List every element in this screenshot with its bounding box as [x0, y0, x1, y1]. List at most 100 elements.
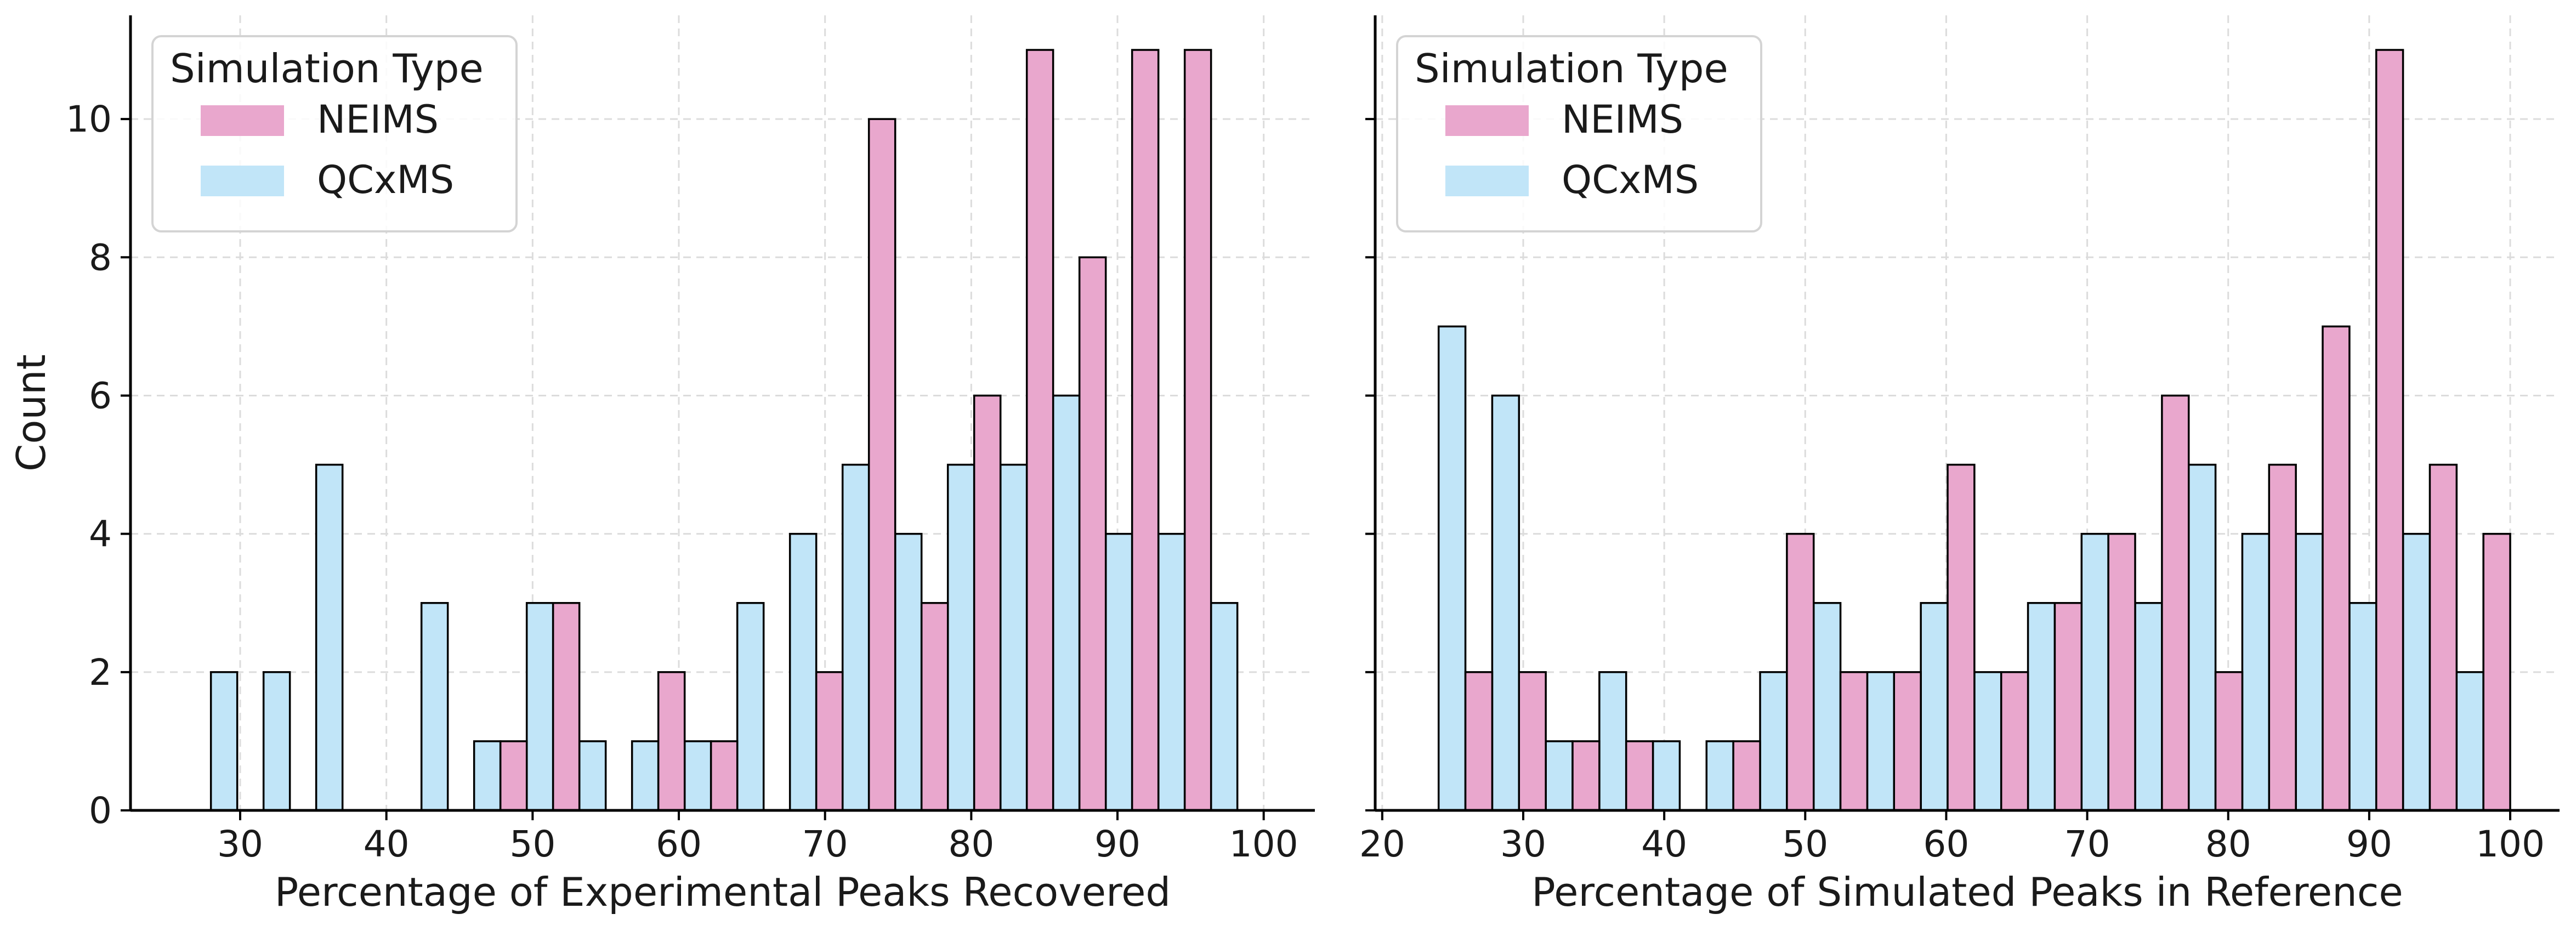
qcxms-bar	[736, 601, 765, 811]
qcxms-bar	[1157, 532, 1186, 811]
neims-bar	[657, 671, 686, 811]
legend-label-neims: NEIMS	[1562, 97, 1683, 142]
x-tick-label: 70	[802, 823, 848, 865]
qcxms-bar	[2134, 601, 2163, 811]
neims-bar	[2161, 394, 2190, 811]
qcxms-bar	[946, 463, 975, 811]
neims-bar	[973, 394, 1002, 811]
neims-bar	[2214, 671, 2244, 811]
neims-bar	[1571, 740, 1601, 811]
x-tick-label: 30	[1500, 823, 1546, 865]
neims-bar	[2482, 532, 2511, 811]
qcxms-bar	[1052, 394, 1081, 811]
qcxms-bar	[2402, 532, 2431, 811]
legend-swatch-neims	[1445, 105, 1529, 136]
qcxms-bar	[1104, 532, 1133, 811]
qcxms-bar	[999, 463, 1028, 811]
qcxms-bar	[2295, 532, 2324, 811]
x-tick-label: 80	[2205, 823, 2251, 865]
qcxms-bar	[1491, 394, 1520, 811]
neims-bar	[1131, 49, 1160, 811]
qcxms-bar	[1437, 325, 1467, 811]
neims-bar	[2107, 532, 2136, 811]
x-tick-label: 20	[1359, 823, 1405, 865]
x-tick-label: 90	[2346, 823, 2392, 865]
y-tick-label: 2	[89, 651, 112, 694]
qcxms-bar	[1705, 740, 1734, 811]
x-tick-label: 40	[364, 823, 410, 865]
x-tick-label: 100	[1229, 823, 1298, 865]
neims-bar	[1518, 671, 1547, 811]
neims-bar	[815, 671, 844, 811]
x-tick-label: 50	[509, 823, 555, 865]
qcxms-bar	[525, 601, 554, 811]
bars	[209, 49, 1239, 811]
neims-bar	[499, 740, 528, 811]
neims-bar	[1732, 740, 1761, 811]
y-tick-label: 8	[89, 236, 112, 279]
neims-bar	[1947, 463, 1976, 811]
y-axis-title: Count	[8, 354, 54, 472]
x-tick-label: 80	[948, 823, 994, 865]
qcxms-bar	[2080, 532, 2109, 811]
legend-title: Simulation Type	[170, 46, 484, 92]
qcxms-bar	[841, 463, 870, 811]
legend-label-qcxms: QCxMS	[317, 157, 454, 202]
legend-swatch-neims	[201, 105, 284, 136]
neims-bar	[2322, 325, 2351, 811]
neims-bar	[2268, 463, 2297, 811]
neims-bar	[2053, 601, 2083, 811]
neims-bar	[1183, 49, 1212, 811]
qcxms-bar	[788, 532, 818, 811]
x-axis-title: Percentage of Simulated Peaks in Referen…	[1531, 869, 2403, 915]
legend-label-qcxms: QCxMS	[1562, 157, 1699, 202]
x-tick-label: 90	[1094, 823, 1141, 865]
neims-bar	[1786, 532, 1815, 811]
qcxms-bar	[1920, 601, 1949, 811]
legend-swatch-qcxms	[201, 166, 284, 196]
y-tick-label: 0	[89, 790, 112, 832]
legend-swatch-qcxms	[1445, 166, 1529, 196]
qcxms-bar	[1545, 740, 1574, 811]
neims-bar	[867, 118, 897, 811]
qcxms-bar	[1652, 740, 1681, 811]
qcxms-bar	[262, 671, 291, 811]
neims-bar	[2000, 671, 2029, 811]
right-histogram-panel: 20 30 40 50 60 70 80 90 100 Percentage of Simulat…	[1359, 15, 2560, 915]
y-tick-label: 6	[89, 374, 112, 417]
qcxms-bar	[209, 671, 239, 811]
qcxms-bar	[2455, 671, 2484, 811]
neims-bar	[1078, 256, 1107, 811]
y-tick-label: 4	[89, 513, 112, 555]
neims-bar	[552, 601, 581, 811]
legend: Simulation Type NEIMS QCxMS	[151, 35, 518, 232]
x-axis-title: Percentage of Experimental Peaks Recover…	[275, 869, 1171, 915]
qcxms-bar	[420, 601, 449, 811]
x-tick-label: 50	[1782, 823, 1828, 865]
qcxms-bar	[683, 740, 712, 811]
qcxms-bar	[631, 740, 660, 811]
x-tick-label: 40	[1641, 823, 1687, 865]
neims-bar	[920, 601, 949, 811]
neims-bar	[1025, 49, 1054, 811]
qcxms-bar	[1759, 671, 1788, 811]
x-tick-label: 30	[217, 823, 263, 865]
qcxms-bar	[1973, 671, 2002, 811]
x-tick-label: 70	[2064, 823, 2110, 865]
left-histogram-panel: 30 40 50 60 70 80 90 100 0 2 4 6 8 10 Percentage of Ex…	[8, 15, 1315, 915]
y-tick-label: 10	[66, 98, 112, 140]
qcxms-bar	[894, 532, 923, 811]
legend-title: Simulation Type	[1415, 46, 1728, 92]
neims-bar	[1625, 740, 1654, 811]
neims-bar	[710, 740, 739, 811]
neims-bar	[2375, 49, 2404, 811]
qcxms-bar	[2187, 463, 2217, 811]
neims-bar	[1464, 671, 1494, 811]
x-tick-label: 100	[2476, 823, 2545, 865]
qcxms-bar	[1210, 601, 1239, 811]
qcxms-bar	[2348, 601, 2378, 811]
qcxms-bar	[1866, 671, 1896, 811]
legend: Simulation Type NEIMS QCxMS	[1396, 35, 1762, 232]
qcxms-bar	[578, 740, 607, 811]
